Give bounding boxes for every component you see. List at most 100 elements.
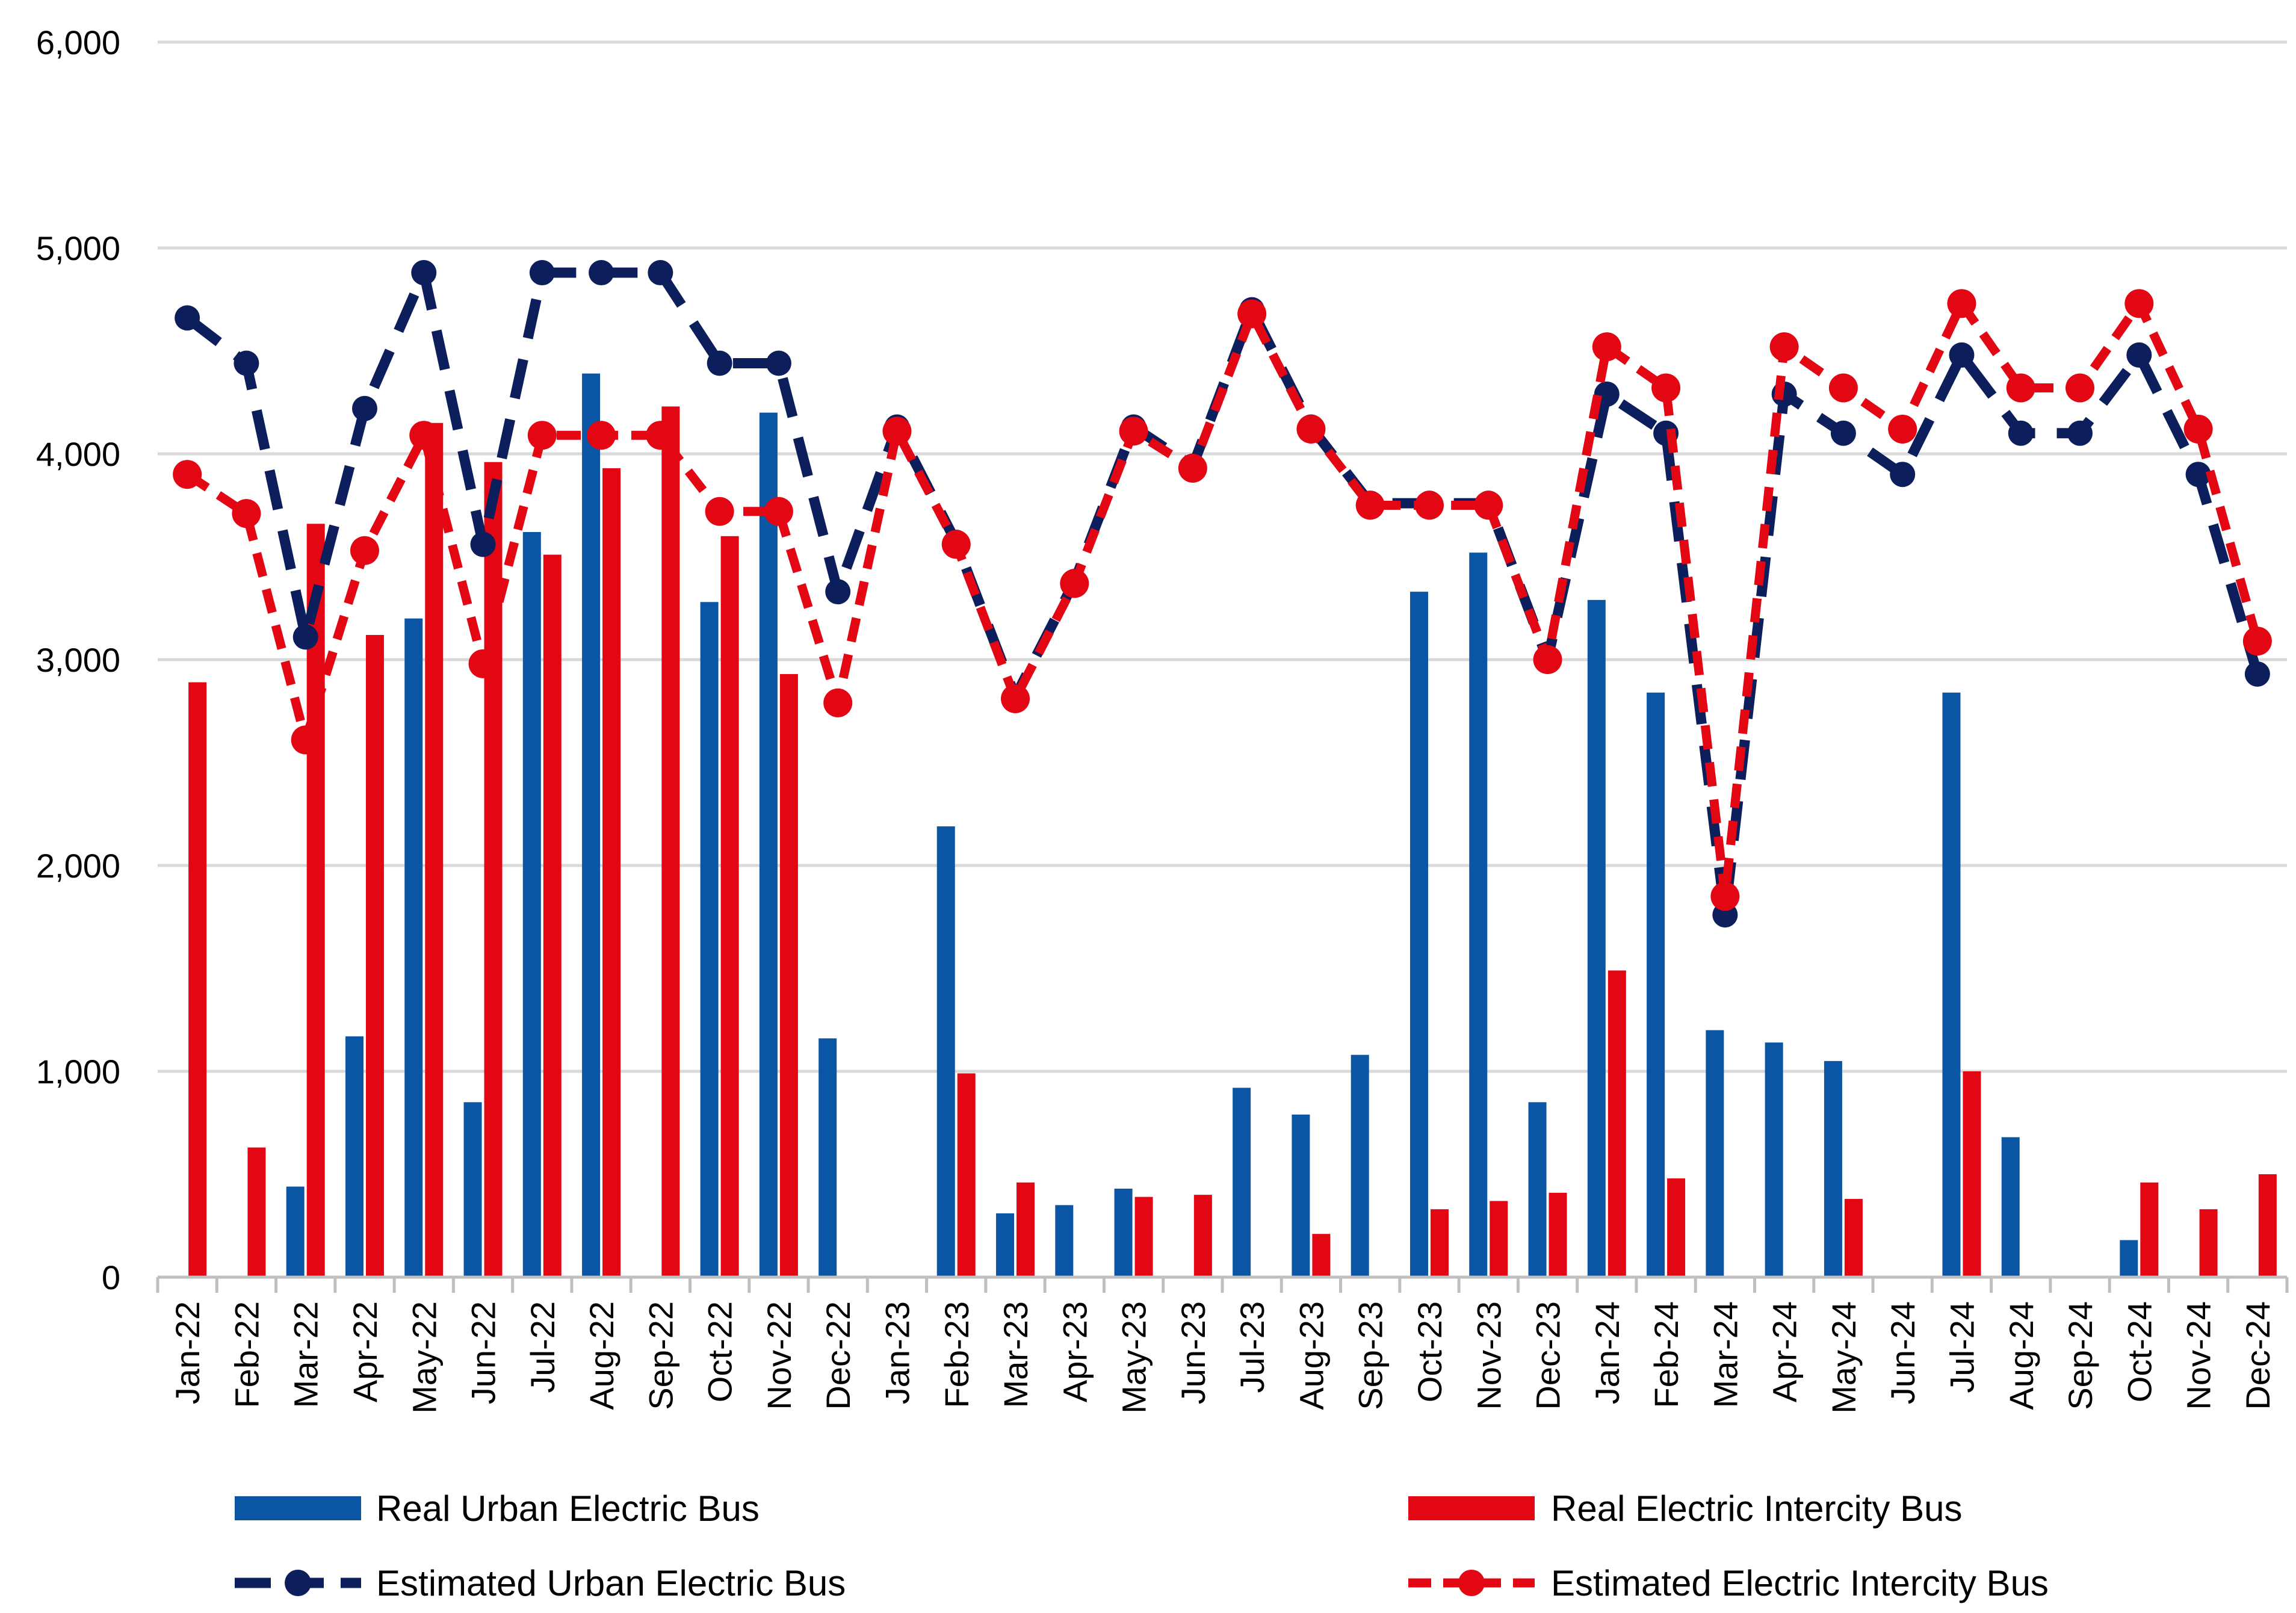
- point-estimated-electric-intercity-bus-feb-24: [1651, 373, 1681, 403]
- point-estimated-electric-intercity-bus-jul-22: [527, 421, 557, 450]
- axes: [156, 1275, 2289, 1293]
- point-estimated-urban-electric-bus-aug-22: [589, 260, 614, 286]
- bar-real-electric-intercity-bus-feb-23: [957, 1073, 976, 1277]
- point-estimated-urban-electric-bus-sep-22: [648, 260, 673, 286]
- point-estimated-urban-electric-bus-jun-24: [1890, 462, 1916, 488]
- legend-label-real-urban-electric-bus: Real Urban Electric Bus: [376, 1488, 760, 1529]
- bar-real-urban-electric-bus-nov-22: [759, 412, 778, 1277]
- point-estimated-urban-electric-bus-sep-24: [2067, 420, 2093, 446]
- bar-real-urban-electric-bus-feb-24: [1647, 692, 1665, 1277]
- point-estimated-electric-intercity-bus-apr-22: [350, 536, 379, 565]
- point-estimated-electric-intercity-bus-sep-24: [2065, 373, 2095, 403]
- y-tick-label: 2,000: [36, 847, 120, 885]
- point-estimated-urban-electric-bus-jan-22: [175, 305, 200, 331]
- x-tick-label: Sep-23: [1352, 1301, 1390, 1410]
- legend-label-real-electric-intercity-bus: Real Electric Intercity Bus: [1551, 1488, 1963, 1529]
- x-tick-label: Jan-22: [169, 1301, 206, 1404]
- point-estimated-electric-intercity-bus-oct-22: [705, 497, 734, 526]
- point-estimated-electric-intercity-bus-dec-24: [2242, 627, 2272, 656]
- gridlines: [158, 40, 2287, 1073]
- point-estimated-electric-intercity-bus-jan-22: [173, 460, 202, 489]
- point-estimated-electric-intercity-bus-aug-22: [587, 421, 616, 450]
- bar-real-electric-intercity-bus-mar-22: [306, 524, 325, 1277]
- bar-real-urban-electric-bus-nov-23: [1469, 553, 1488, 1278]
- x-tick-label: Feb-22: [227, 1301, 265, 1408]
- bar-real-electric-intercity-bus-jul-24: [1963, 1071, 1981, 1277]
- point-estimated-electric-intercity-bus-aug-23: [1296, 414, 1326, 444]
- bar-real-urban-electric-bus-may-23: [1114, 1188, 1133, 1277]
- legend-marker-estimated-electric-intercity-bus: [1458, 1570, 1485, 1596]
- x-tick-label: Feb-23: [938, 1301, 976, 1408]
- x-tick-label: Aug-24: [2002, 1301, 2040, 1410]
- x-tick-label: Sep-24: [2061, 1301, 2099, 1410]
- bars: [188, 373, 2277, 1278]
- bar-real-electric-intercity-bus-nov-24: [2199, 1209, 2218, 1277]
- bar-real-urban-electric-bus-oct-24: [2120, 1240, 2138, 1277]
- bar-real-electric-intercity-bus-nov-23: [1490, 1201, 1508, 1277]
- point-estimated-urban-electric-bus-jul-22: [529, 260, 555, 286]
- x-tick-label: Oct-22: [701, 1301, 739, 1402]
- line-estimated-electric-intercity-bus: [185, 299, 2262, 901]
- x-tick-label: Jun-24: [1884, 1301, 1922, 1404]
- point-estimated-electric-intercity-bus-jul-23: [1237, 299, 1267, 329]
- point-estimated-electric-intercity-bus-nov-24: [2183, 414, 2213, 444]
- point-estimated-electric-intercity-bus-apr-23: [1060, 569, 1089, 598]
- y-tick-label: 4,000: [36, 435, 120, 473]
- x-tick-label: Jul-24: [1943, 1301, 1981, 1393]
- legend-label-estimated-urban-electric-bus: Estimated Urban Electric Bus: [376, 1563, 846, 1603]
- point-estimated-urban-electric-bus-dec-22: [825, 579, 851, 605]
- x-tick-label: Sep-22: [642, 1301, 679, 1410]
- point-estimated-electric-intercity-bus-mar-24: [1710, 882, 1740, 911]
- x-tick-label: Feb-24: [1647, 1301, 1685, 1408]
- point-estimated-urban-electric-bus-jul-24: [1949, 342, 1975, 368]
- point-estimated-electric-intercity-bus-aug-24: [2006, 373, 2035, 403]
- lines: [173, 260, 2272, 928]
- y-axis-tick-labels: 0 1,000 2,000 3,000 4,000 5,000 6,000: [36, 23, 120, 1296]
- point-estimated-urban-electric-bus-dec-24: [2244, 661, 2270, 687]
- legend-swatch-real-electric-intercity-bus: [1408, 1496, 1535, 1520]
- bar-real-electric-intercity-bus-nov-22: [779, 673, 798, 1277]
- bar-real-electric-intercity-bus-feb-22: [247, 1147, 266, 1277]
- point-estimated-electric-intercity-bus-sep-23: [1355, 491, 1385, 520]
- point-estimated-electric-intercity-bus-feb-23: [941, 530, 971, 559]
- bar-real-electric-intercity-bus-aug-22: [602, 468, 621, 1278]
- x-tick-label: Mar-23: [997, 1301, 1035, 1408]
- point-estimated-urban-electric-bus-aug-24: [2008, 420, 2034, 446]
- bar-real-urban-electric-bus-aug-24: [2001, 1137, 2020, 1277]
- x-tick-label: Apr-22: [346, 1301, 384, 1402]
- point-estimated-urban-electric-bus-feb-22: [234, 350, 259, 376]
- bar-real-urban-electric-bus-apr-23: [1055, 1205, 1074, 1277]
- point-estimated-electric-intercity-bus-oct-23: [1414, 491, 1444, 520]
- x-tick-label: Oct-23: [1411, 1301, 1449, 1402]
- point-estimated-urban-electric-bus-nov-22: [766, 350, 791, 376]
- bar-real-electric-intercity-bus-oct-24: [2140, 1182, 2159, 1277]
- point-estimated-electric-intercity-bus-mar-23: [1001, 684, 1030, 713]
- x-tick-label: Nov-24: [2180, 1301, 2218, 1410]
- x-tick-label: Nov-23: [1470, 1301, 1508, 1410]
- x-tick-label: Dec-24: [2239, 1301, 2277, 1410]
- y-tick-label: 6,000: [36, 23, 120, 61]
- x-tick-label: Mar-22: [287, 1301, 325, 1408]
- bar-real-electric-intercity-bus-may-23: [1134, 1197, 1153, 1277]
- x-tick-label: Oct-24: [2120, 1301, 2158, 1402]
- point-estimated-electric-intercity-bus-jun-22: [468, 649, 498, 678]
- x-tick-label: Jun-23: [1174, 1301, 1212, 1404]
- y-tick-label: 3,000: [36, 641, 120, 679]
- bar-real-urban-electric-bus-may-24: [1824, 1060, 1842, 1277]
- bar-real-urban-electric-bus-jun-22: [463, 1102, 482, 1277]
- point-estimated-electric-intercity-bus-feb-22: [232, 499, 261, 528]
- point-estimated-electric-intercity-bus-jul-24: [1947, 289, 1976, 318]
- legend: Real Urban Electric Bus Real Electric Int…: [235, 1488, 2049, 1603]
- bar-real-electric-intercity-bus-jul-22: [543, 554, 562, 1277]
- bar-real-electric-intercity-bus-jun-23: [1193, 1195, 1212, 1277]
- bar-real-electric-intercity-bus-may-24: [1844, 1199, 1863, 1277]
- x-tick-label: Aug-23: [1292, 1301, 1330, 1410]
- point-estimated-electric-intercity-bus-may-22: [409, 421, 439, 450]
- point-estimated-electric-intercity-bus-jan-24: [1592, 332, 1621, 362]
- point-estimated-electric-intercity-bus-jan-23: [882, 416, 912, 446]
- bar-real-urban-electric-bus-dec-23: [1528, 1102, 1547, 1277]
- x-tick-label: Nov-22: [760, 1301, 798, 1410]
- legend-swatch-real-urban-electric-bus: [235, 1496, 361, 1520]
- bar-real-urban-electric-bus-mar-24: [1706, 1030, 1724, 1277]
